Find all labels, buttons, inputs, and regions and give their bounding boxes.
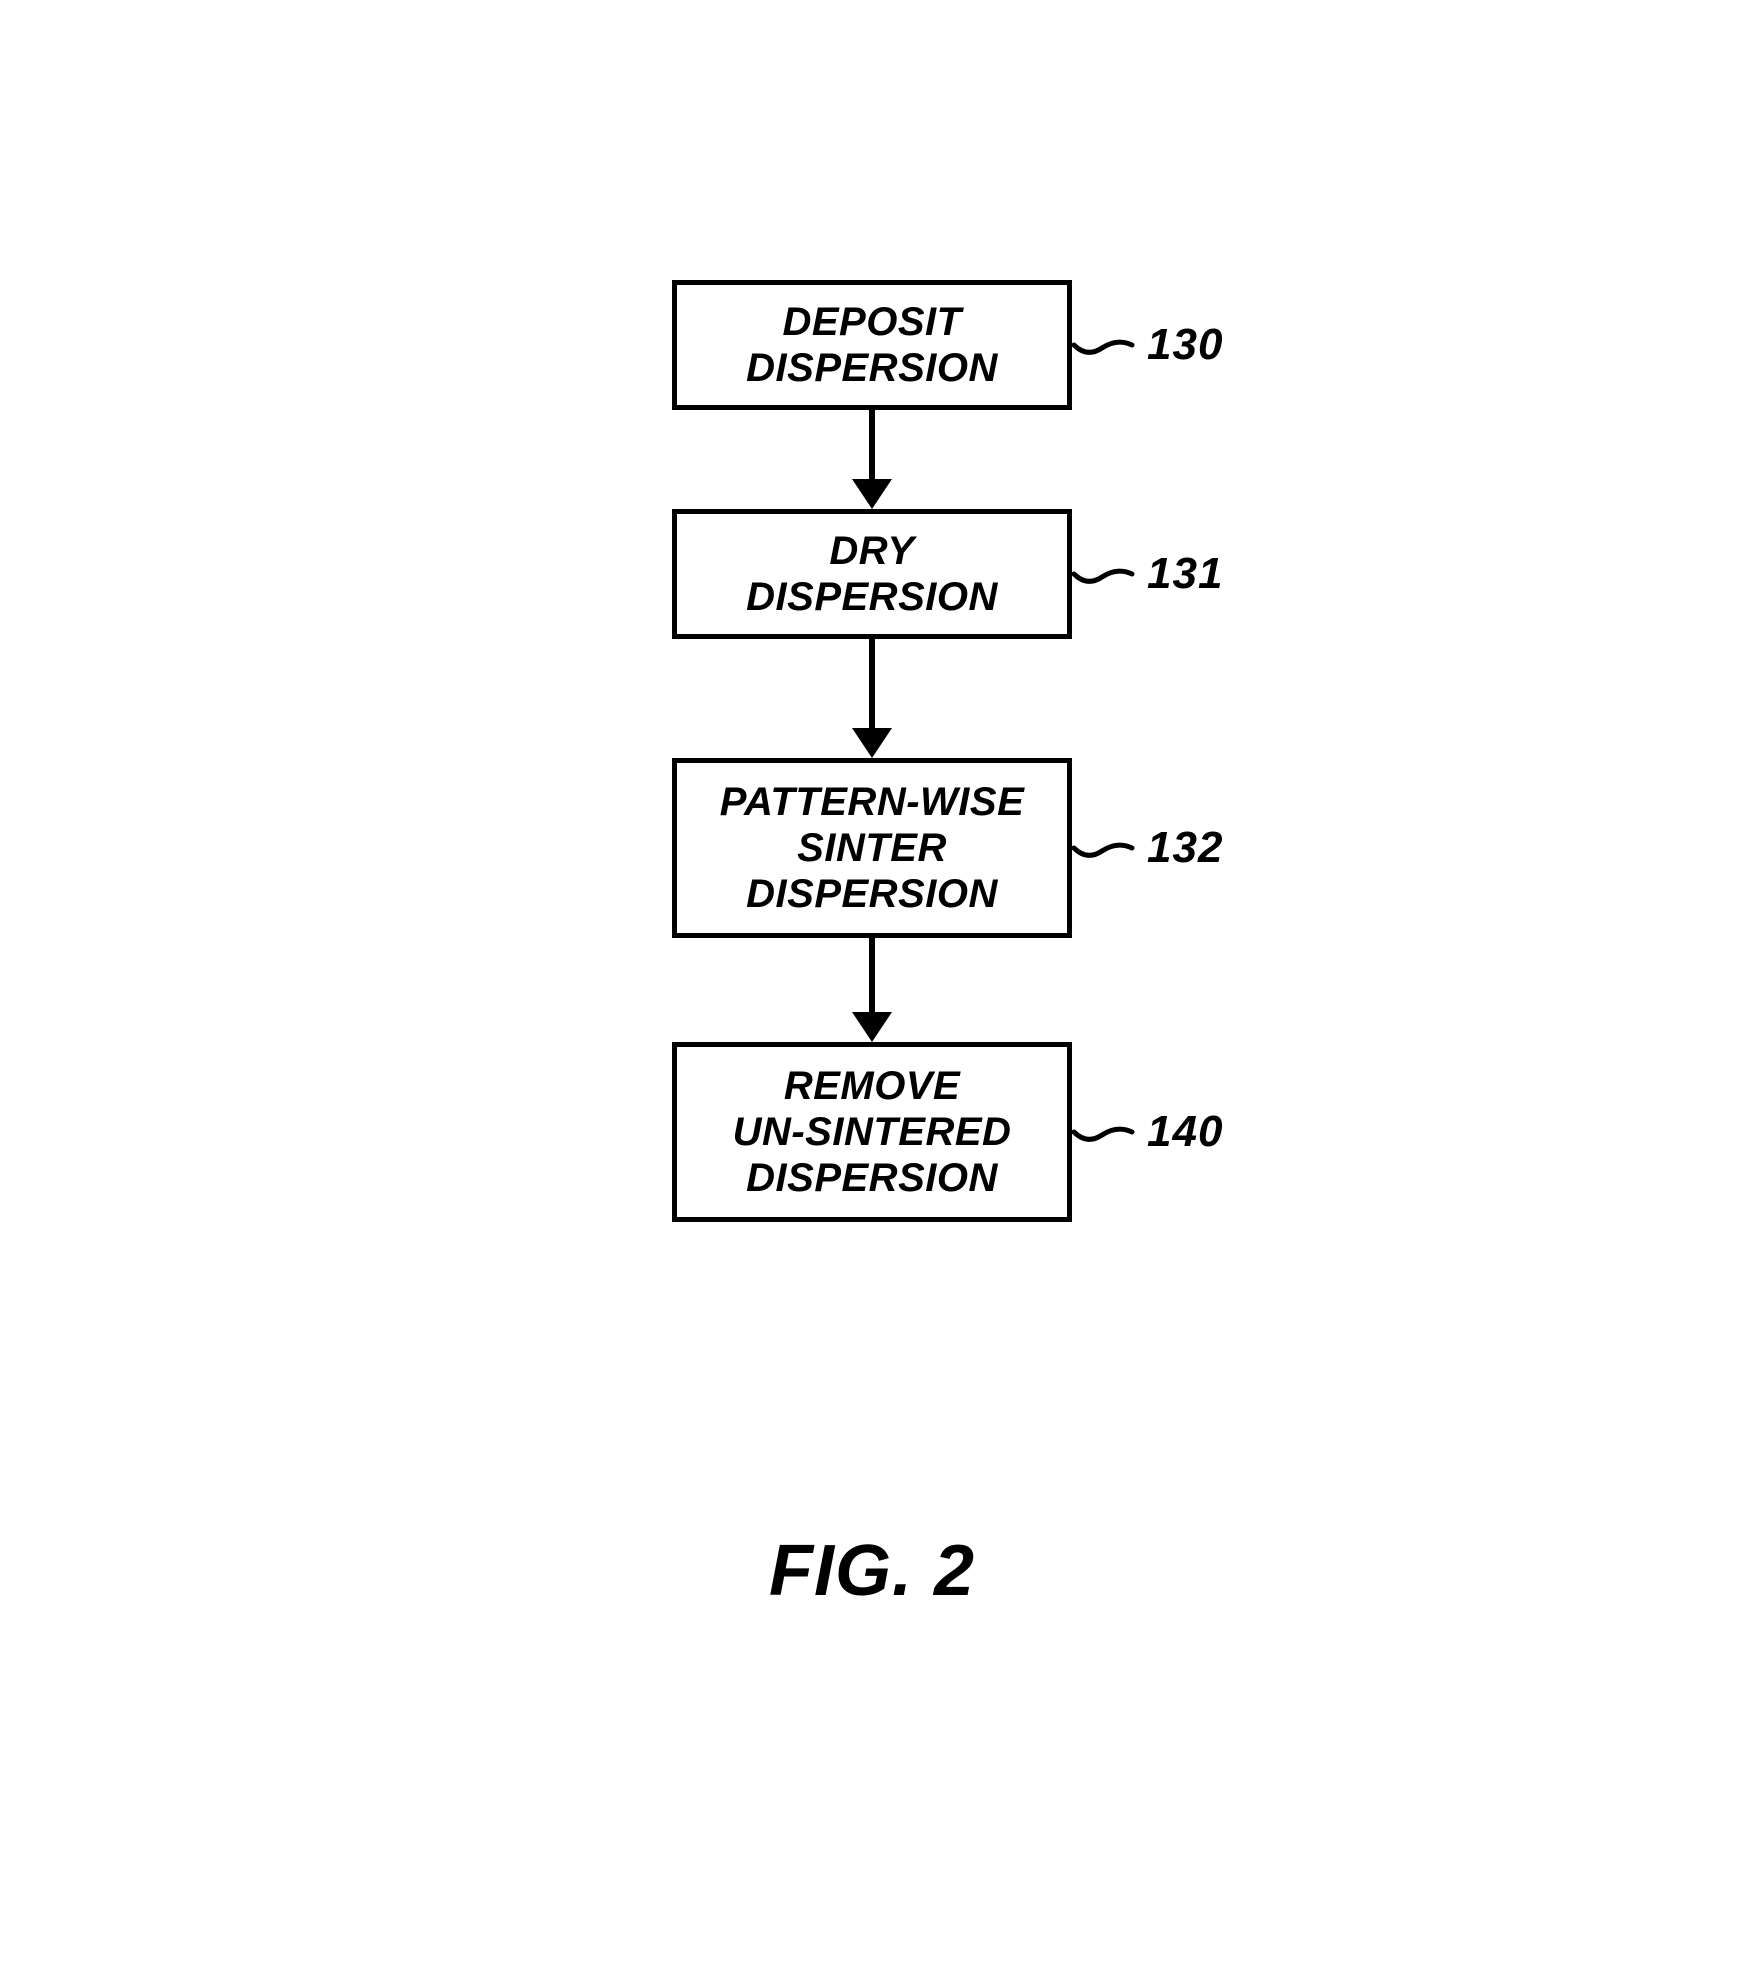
node-box-remove: REMOVE UN-SINTERED DISPERSION (672, 1042, 1072, 1222)
node-text-line: DISPERSION (746, 345, 998, 391)
arrow-line (869, 410, 875, 480)
flowchart-arrow (852, 410, 892, 509)
arrow-head-icon (852, 1012, 892, 1042)
node-text-line: PATTERN-WISE (720, 779, 1025, 825)
node-text-line: DISPERSION (746, 574, 998, 620)
arrow-head-icon (852, 479, 892, 509)
flowchart-container: DEPOSIT DISPERSION 130 DRY DISPERSION 13… (672, 280, 1072, 1222)
node-label: 132 (1147, 823, 1223, 873)
node-text-line: DISPERSION (746, 871, 998, 917)
connector-curve-icon (1072, 826, 1142, 871)
arrow-line (869, 639, 875, 729)
node-label: 140 (1147, 1107, 1223, 1157)
node-text-line: REMOVE (784, 1063, 960, 1109)
flowchart-node: DRY DISPERSION 131 (672, 509, 1072, 639)
connector-curve-icon (1072, 552, 1142, 597)
node-label-wrapper: 130 (1072, 320, 1223, 370)
node-text-line: UN-SINTERED (733, 1109, 1012, 1155)
flowchart-arrow (852, 639, 892, 758)
arrow-head-icon (852, 728, 892, 758)
node-label: 130 (1147, 320, 1223, 370)
flowchart-arrow (852, 938, 892, 1042)
node-label-wrapper: 140 (1072, 1107, 1223, 1157)
node-box-pattern-sinter: PATTERN-WISE SINTER DISPERSION (672, 758, 1072, 938)
node-box-dry: DRY DISPERSION (672, 509, 1072, 639)
connector-curve-icon (1072, 1110, 1142, 1155)
connector-curve-icon (1072, 323, 1142, 368)
figure-caption: FIG. 2 (769, 1530, 975, 1612)
node-text-line: DRY (829, 528, 914, 574)
flowchart-node: DEPOSIT DISPERSION 130 (672, 280, 1072, 410)
node-label: 131 (1147, 549, 1223, 599)
node-text-line: DEPOSIT (782, 299, 961, 345)
node-label-wrapper: 131 (1072, 549, 1223, 599)
flowchart-node: REMOVE UN-SINTERED DISPERSION 140 (672, 1042, 1072, 1222)
arrow-line (869, 938, 875, 1013)
node-text-line: DISPERSION (746, 1155, 998, 1201)
node-text-line: SINTER (797, 825, 947, 871)
node-label-wrapper: 132 (1072, 823, 1223, 873)
flowchart-node: PATTERN-WISE SINTER DISPERSION 132 (672, 758, 1072, 938)
node-box-deposit: DEPOSIT DISPERSION (672, 280, 1072, 410)
